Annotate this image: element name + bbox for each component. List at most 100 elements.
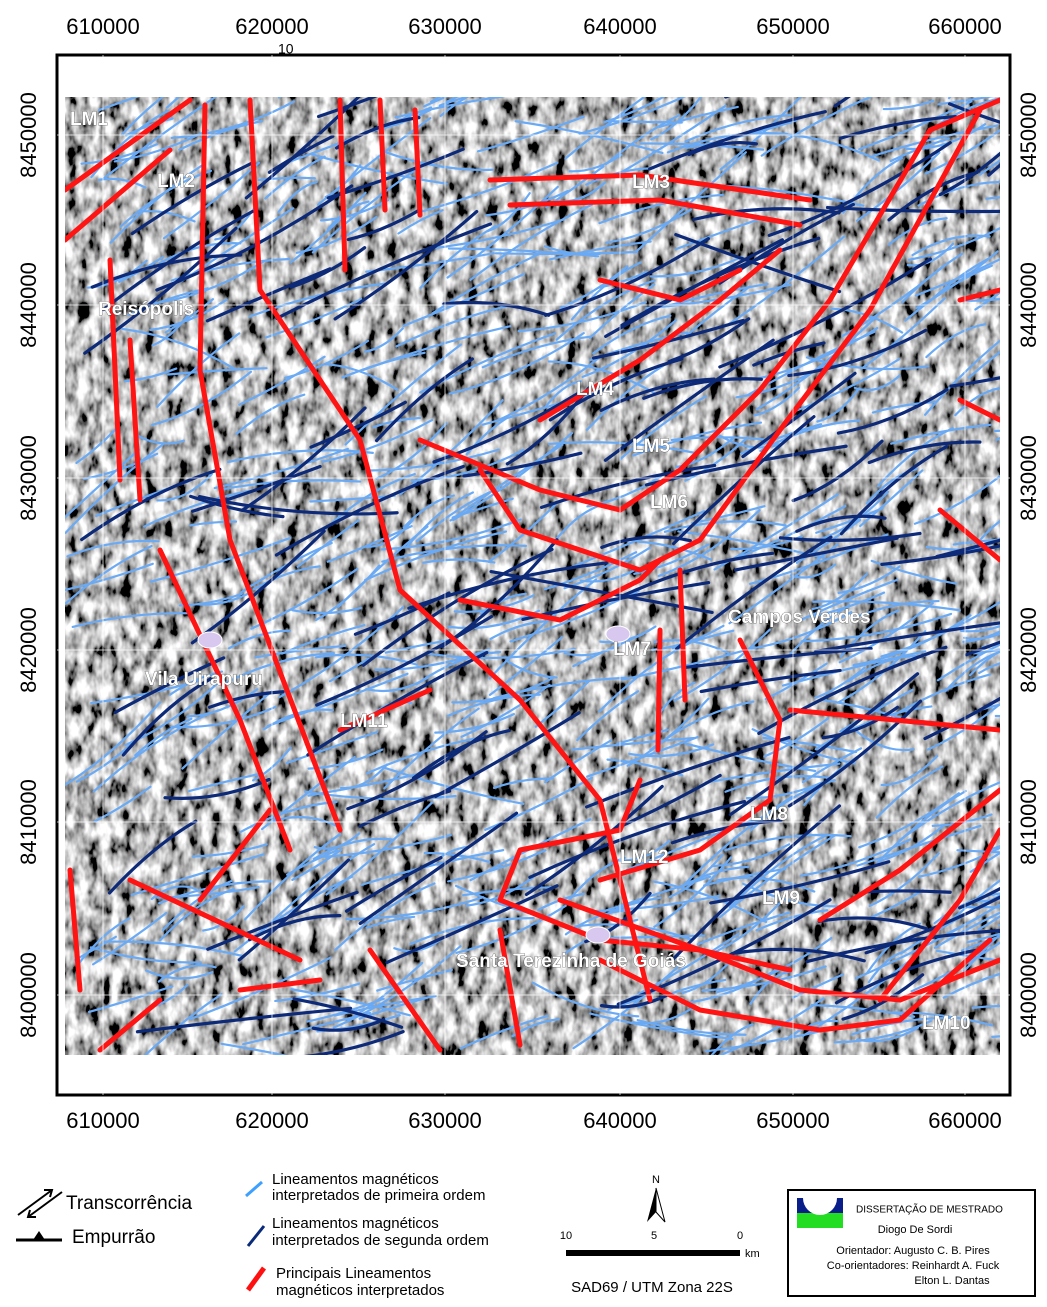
lineament [363, 530, 508, 582]
lineament [247, 914, 342, 942]
lineament [589, 1012, 734, 1040]
lineament [969, 897, 1000, 904]
lineament [481, 335, 592, 369]
place-label: LM5 [632, 436, 670, 457]
place-label: LM10 [922, 1013, 971, 1034]
lineament [492, 777, 554, 790]
lineament [196, 591, 251, 606]
lineament [447, 849, 547, 883]
lineament [859, 469, 924, 528]
lineament [451, 676, 556, 704]
town [605, 625, 631, 643]
lineament [101, 940, 244, 958]
lineament [227, 629, 292, 650]
y-coord-label: 8430000 [1016, 435, 1041, 521]
lineament [334, 882, 436, 952]
lineament [942, 972, 1000, 999]
y-coord-label: 8420000 [16, 607, 41, 693]
legend: Transcorrência Empurrão Lineamentos magn… [16, 1171, 489, 1299]
lineament [727, 504, 847, 563]
lineament [494, 355, 602, 423]
town [197, 631, 223, 649]
main-lineament [497, 927, 523, 1048]
lineament [254, 644, 347, 659]
lineament [165, 97, 181, 109]
lineament [971, 1004, 1000, 1009]
scale-label: 0 [737, 1230, 743, 1242]
lineament [313, 832, 361, 850]
thrust-tooth [33, 1231, 45, 1240]
lineament [741, 371, 857, 459]
lineament [227, 449, 374, 464]
lineament [548, 357, 684, 422]
lineament [710, 843, 791, 868]
lineament [966, 932, 1000, 944]
lineament [717, 997, 825, 1055]
lineament [163, 777, 271, 800]
lineament [800, 578, 899, 621]
lineament [636, 540, 713, 561]
lineament [850, 599, 940, 620]
lineament [670, 436, 765, 442]
lineament [958, 886, 1000, 910]
lineament [375, 357, 474, 443]
place-label: LM11 [340, 711, 388, 732]
lineament [489, 620, 546, 640]
lineament [685, 119, 798, 150]
x-coord-label: 640000 [583, 1108, 656, 1133]
lineament [155, 184, 354, 292]
lineament [718, 434, 784, 449]
lineament [852, 614, 972, 667]
main-lineament [477, 107, 983, 573]
lineament [755, 315, 878, 411]
lineament [836, 387, 949, 435]
lineament [344, 343, 462, 446]
place-label: Campos Verdes [728, 607, 871, 628]
lineament [767, 141, 952, 238]
lineament [967, 350, 1000, 380]
lineament [264, 155, 326, 200]
lineament [649, 255, 744, 278]
y-coord-label: 8450000 [1016, 92, 1041, 178]
y-coord-label: 8440000 [16, 262, 41, 348]
corner-mark: 10 [278, 41, 294, 57]
lineament [274, 982, 361, 1003]
main-lineament [67, 867, 83, 993]
lineament [969, 851, 1000, 873]
lineament [109, 164, 203, 244]
lineament [186, 688, 259, 718]
lineament [730, 947, 866, 963]
lineament [385, 884, 559, 965]
lineament [684, 742, 817, 773]
lineament [576, 690, 640, 742]
lineament [675, 535, 833, 651]
lineament [684, 113, 792, 143]
lineament [162, 161, 260, 240]
lineament [856, 1026, 920, 1043]
main-lineament [237, 977, 323, 993]
lineament [156, 473, 213, 502]
lineament [872, 124, 999, 157]
lineament [365, 676, 429, 693]
lineament [959, 624, 1000, 633]
lineament [233, 875, 354, 953]
lineament [290, 988, 411, 1017]
lineament [324, 472, 416, 530]
lineament [710, 902, 781, 955]
lineament [805, 356, 930, 371]
lineament [749, 611, 853, 650]
lineament [439, 97, 470, 118]
lineament [446, 185, 559, 279]
lineament [833, 1020, 932, 1044]
lineament [839, 445, 948, 536]
lineament [306, 650, 489, 757]
lineament [599, 992, 671, 1009]
lineament [667, 317, 751, 364]
lineament [422, 97, 449, 108]
main-lineament [412, 107, 423, 218]
lineament [904, 264, 993, 322]
lineament [539, 463, 717, 509]
lineament [739, 423, 823, 455]
main-lineament [507, 197, 803, 228]
legend-text: Empurrão [72, 1227, 155, 1248]
